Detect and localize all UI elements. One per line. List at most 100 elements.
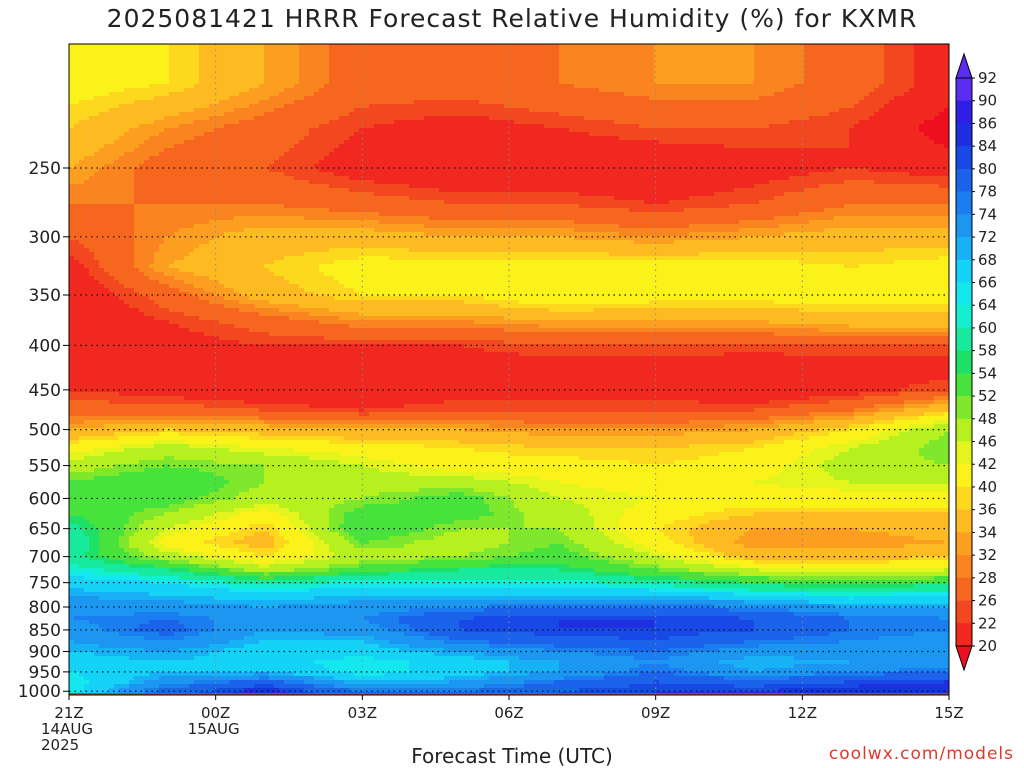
heatmap-cell (344, 536, 355, 541)
heatmap-cell (169, 64, 200, 69)
heatmap-cell (849, 324, 949, 329)
heatmap-cell (524, 524, 595, 529)
heatmap-cell (799, 308, 949, 313)
heatmap-cell (199, 564, 220, 569)
heatmap-cell (214, 292, 240, 297)
heatmap-cell (754, 68, 805, 73)
x-tick-label: 14AUG (41, 720, 93, 738)
colorbar-label: 42 (978, 455, 997, 473)
heatmap-cell (169, 48, 200, 53)
heatmap-cell (134, 200, 445, 205)
heatmap-cell (349, 688, 480, 693)
heatmap-cell (69, 576, 85, 581)
heatmap-cell (69, 520, 90, 525)
colorbar-label: 22 (978, 614, 997, 632)
heatmap-cell (274, 108, 355, 113)
heatmap-cell (604, 676, 725, 681)
heatmap-cell (69, 412, 360, 417)
heatmap-cell (444, 200, 645, 205)
heatmap-cell (119, 688, 145, 693)
heatmap-cell (314, 596, 710, 601)
heatmap-cell (249, 88, 285, 93)
heatmap-cell (339, 460, 395, 465)
heatmap-cell (234, 508, 260, 513)
heatmap-cell (99, 544, 120, 549)
heatmap-cell (349, 136, 620, 141)
heatmap-cell (494, 492, 550, 497)
heatmap-cell (764, 668, 900, 673)
heatmap-cell (174, 428, 465, 433)
heatmap-cell (84, 420, 265, 425)
heatmap-cell (424, 116, 490, 121)
heatmap-cell (119, 136, 150, 141)
heatmap-cell (129, 128, 165, 133)
heatmap-cell (859, 444, 925, 449)
heatmap-cell (69, 140, 115, 145)
heatmap-cell (284, 680, 305, 685)
heatmap-cell (464, 344, 949, 349)
heatmap-cell (309, 128, 360, 133)
heatmap-cell (184, 256, 285, 261)
heatmap-cell (324, 84, 575, 89)
heatmap-cell (69, 72, 170, 77)
heatmap-cell (99, 644, 210, 649)
heatmap-cell (589, 508, 625, 513)
heatmap-cell (134, 192, 375, 197)
heatmap-cell (529, 484, 580, 489)
heatmap-cell (299, 76, 330, 81)
heatmap-cell (154, 440, 185, 445)
heatmap-cell (84, 676, 135, 681)
heatmap-cell (299, 56, 330, 61)
heatmap-cell (249, 604, 280, 609)
heatmap-cell (929, 404, 949, 409)
heatmap-cell (744, 532, 890, 537)
heatmap-cell (409, 568, 460, 573)
heatmap-cell (384, 672, 485, 677)
heatmap-cell (634, 240, 675, 245)
heatmap-cell (149, 620, 180, 625)
heatmap-cell (424, 636, 450, 641)
heatmap-cell (509, 536, 570, 541)
heatmap-cell (69, 84, 150, 89)
heatmap-cell (259, 408, 360, 413)
heatmap-cell (574, 220, 740, 225)
heatmap-cell (199, 296, 225, 301)
heatmap-cell (754, 408, 855, 413)
heatmap-cell (69, 528, 85, 533)
heatmap-cell (274, 576, 315, 581)
heatmap-cell (329, 76, 560, 81)
heatmap-cell (509, 668, 560, 673)
heatmap-cell (709, 672, 815, 677)
heatmap-cell (659, 140, 850, 145)
heatmap-cell (69, 512, 135, 517)
heatmap-cell (574, 500, 640, 505)
colorbar-label: 80 (978, 160, 997, 178)
heatmap-cell (409, 196, 615, 201)
heatmap-cell (894, 592, 949, 597)
heatmap-cell (659, 680, 845, 685)
heatmap-cell (364, 504, 490, 509)
heatmap-cell (139, 268, 155, 273)
heatmap-cell (294, 84, 325, 89)
heatmap-cell (654, 56, 755, 61)
heatmap-cell (559, 624, 655, 629)
heatmap-cell (134, 224, 195, 229)
heatmap-cell (134, 180, 310, 185)
colorbar-bin (956, 623, 972, 647)
heatmap-cell (559, 80, 655, 85)
credit-link[interactable]: coolwx.com/models (828, 744, 1014, 764)
heatmap-cell (214, 688, 245, 693)
colorbar-label: 32 (978, 546, 997, 564)
heatmap-cell (704, 644, 760, 649)
heatmap-cell (184, 636, 245, 641)
heatmap-cell (804, 68, 885, 73)
heatmap-cell (269, 508, 290, 513)
heatmap-cell (689, 516, 730, 521)
heatmap-cell (339, 532, 350, 537)
heatmap-cell (414, 540, 510, 545)
heatmap-cell (374, 656, 475, 661)
heatmap-cell (94, 256, 135, 261)
heatmap-cell (344, 140, 660, 145)
heatmap-cell (129, 656, 195, 661)
heatmap-cell (134, 228, 180, 233)
